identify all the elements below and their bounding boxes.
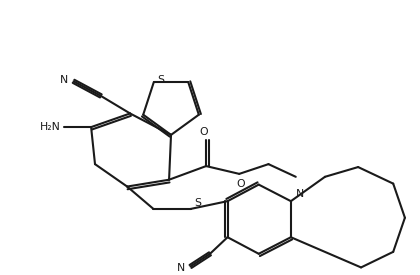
Text: N: N [177,263,185,273]
Text: S: S [157,75,164,85]
Text: N: N [296,189,304,199]
Text: O: O [200,127,208,137]
Text: O: O [237,179,246,189]
Text: H₂N: H₂N [40,122,60,132]
Text: S: S [194,198,201,208]
Text: N: N [60,75,68,85]
